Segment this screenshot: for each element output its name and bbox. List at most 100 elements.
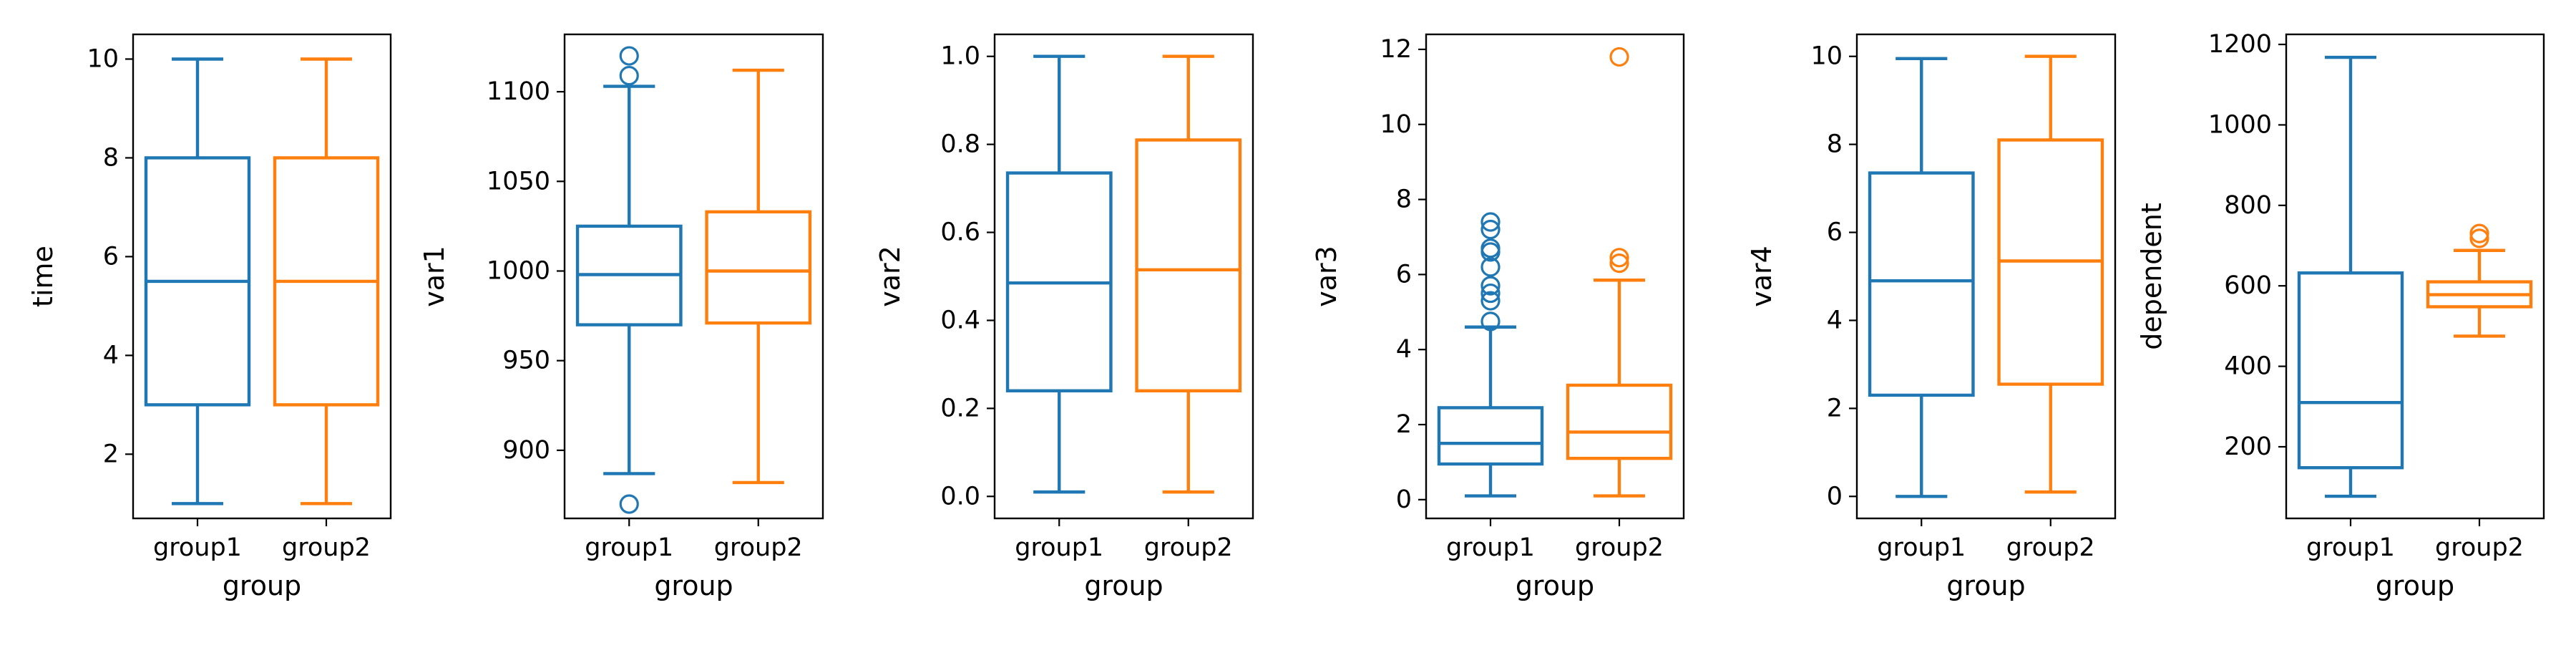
outlier-point — [619, 494, 639, 514]
outlier-point — [619, 46, 639, 66]
y-axis-label: var3 — [1311, 246, 1342, 307]
axes-frame — [2285, 33, 2545, 520]
y-tick-label: 2 — [1396, 410, 1412, 439]
y-tick-label: 4 — [103, 341, 119, 369]
box-group2 — [1135, 54, 1242, 494]
y-tick-label: 1100 — [487, 77, 550, 106]
x-axis-label: group — [2376, 570, 2454, 601]
box-group1 — [1868, 57, 1975, 498]
box-iqr — [705, 210, 812, 325]
x-tick-label: group1 — [1446, 533, 1535, 562]
box-iqr — [1135, 138, 1242, 392]
subplot-2: 900 950 1000 1050 1100 group1 group2 group var1 — [419, 33, 824, 601]
axes-frame — [132, 33, 392, 520]
subplot-5: 0 2 4 6 8 10 group1 group2 group var4 — [1746, 33, 2117, 601]
outlier-point — [1480, 283, 1501, 304]
subplot-6: 200 400 600 800 1000 1200 group1 group2 group dep… — [2136, 30, 2545, 601]
x-tick-label: group2 — [2006, 533, 2095, 562]
axes-frame — [1425, 33, 1685, 520]
x-axis-label: group — [1516, 570, 1594, 601]
box-group2 — [705, 68, 812, 485]
y-tick-label: 800 — [2224, 191, 2272, 220]
box-group2 — [1566, 47, 1673, 498]
y-tick-label: 0.2 — [940, 394, 980, 422]
x-tick-label: group1 — [585, 533, 673, 562]
axes-frame — [993, 33, 1254, 520]
outlier-point — [1609, 253, 1629, 274]
box-iqr — [1566, 383, 1673, 460]
y-tick-label: 600 — [2224, 271, 2272, 300]
x-tick-label: group2 — [1575, 533, 1664, 562]
subplot-1: 2 4 6 8 10 group1 group2 group time — [27, 33, 392, 601]
y-tick-label: 2 — [103, 440, 119, 468]
x-tick-label: group1 — [2306, 533, 2395, 562]
outlier-point — [2469, 228, 2489, 248]
x-axis-label: group — [1946, 570, 2025, 601]
y-tick-label: 950 — [502, 347, 550, 375]
box-group1 — [575, 46, 683, 514]
outlier-point — [1609, 248, 1629, 268]
box-group2 — [273, 57, 380, 506]
x-tick-label: group1 — [1877, 533, 1966, 562]
y-tick-label: 8 — [103, 143, 119, 172]
x-axis-label: group — [223, 570, 301, 601]
y-tick-label: 0.6 — [940, 218, 980, 247]
y-tick-label: 1200 — [2208, 30, 2272, 59]
y-tick-label: 6 — [103, 242, 119, 271]
box-iqr — [2297, 271, 2404, 470]
y-tick-label: 6 — [1396, 260, 1412, 289]
y-tick-label: 1.0 — [940, 42, 980, 71]
y-tick-label: 10 — [1380, 110, 1412, 139]
y-tick-label: 0.0 — [940, 482, 980, 511]
x-tick-label: group2 — [2435, 533, 2524, 562]
box-group2 — [1997, 54, 2104, 494]
y-tick-label: 6 — [1827, 218, 1843, 247]
y-tick-label: 0.8 — [940, 130, 980, 159]
outlier-point — [1480, 212, 1501, 232]
y-tick-label: 200 — [2224, 432, 2272, 461]
outlier-point — [1480, 238, 1501, 258]
axes-frame — [1855, 33, 2117, 520]
subplot-4: 0 2 4 6 8 10 12 group1 group2 group var3 — [1311, 33, 1685, 601]
y-axis-label: var2 — [874, 246, 906, 307]
y-tick-label: 4 — [1396, 335, 1412, 364]
x-tick-label: group2 — [714, 533, 803, 562]
y-tick-label: 1000 — [487, 256, 550, 285]
x-tick-label: group2 — [282, 533, 371, 562]
y-tick-label: 10 — [1810, 42, 1843, 71]
y-tick-label: 1000 — [2208, 110, 2272, 139]
x-tick-label: group1 — [1015, 533, 1103, 562]
box-group2 — [2426, 223, 2533, 338]
outlier-point — [619, 65, 639, 86]
y-tick-label: 8 — [1396, 185, 1412, 214]
y-tick-label: 900 — [502, 436, 550, 465]
box-iqr — [1437, 406, 1544, 466]
x-axis-label: group — [654, 570, 733, 601]
x-tick-label: group2 — [1144, 533, 1233, 562]
box-group1 — [144, 57, 251, 506]
outlier-point — [2469, 223, 2489, 243]
y-tick-label: 8 — [1827, 130, 1843, 159]
y-tick-label: 0 — [1396, 485, 1412, 514]
x-tick-label: group1 — [153, 533, 242, 562]
y-axis-label: var1 — [419, 246, 450, 307]
y-tick-label: 400 — [2224, 352, 2272, 381]
outlier-point — [1480, 311, 1501, 332]
outlier-point — [1609, 47, 1629, 67]
outlier-point — [1480, 257, 1501, 277]
y-tick-label: 4 — [1827, 306, 1843, 334]
y-tick-label: 1050 — [487, 167, 550, 195]
y-axis-label: dependent — [2136, 203, 2167, 350]
y-tick-label: 2 — [1827, 394, 1843, 422]
y-tick-label: 0 — [1827, 482, 1843, 511]
box-group1 — [1005, 54, 1113, 494]
axes-frame — [563, 33, 824, 520]
box-group1 — [1437, 212, 1544, 498]
outlier-point — [1480, 291, 1501, 311]
subplot-3: 0.0 0.2 0.4 0.6 0.8 1.0 group1 group2 group var2 — [874, 33, 1254, 601]
y-axis-label: var4 — [1746, 246, 1777, 307]
y-tick-label: 10 — [87, 44, 119, 73]
outlier-point — [1480, 219, 1501, 240]
